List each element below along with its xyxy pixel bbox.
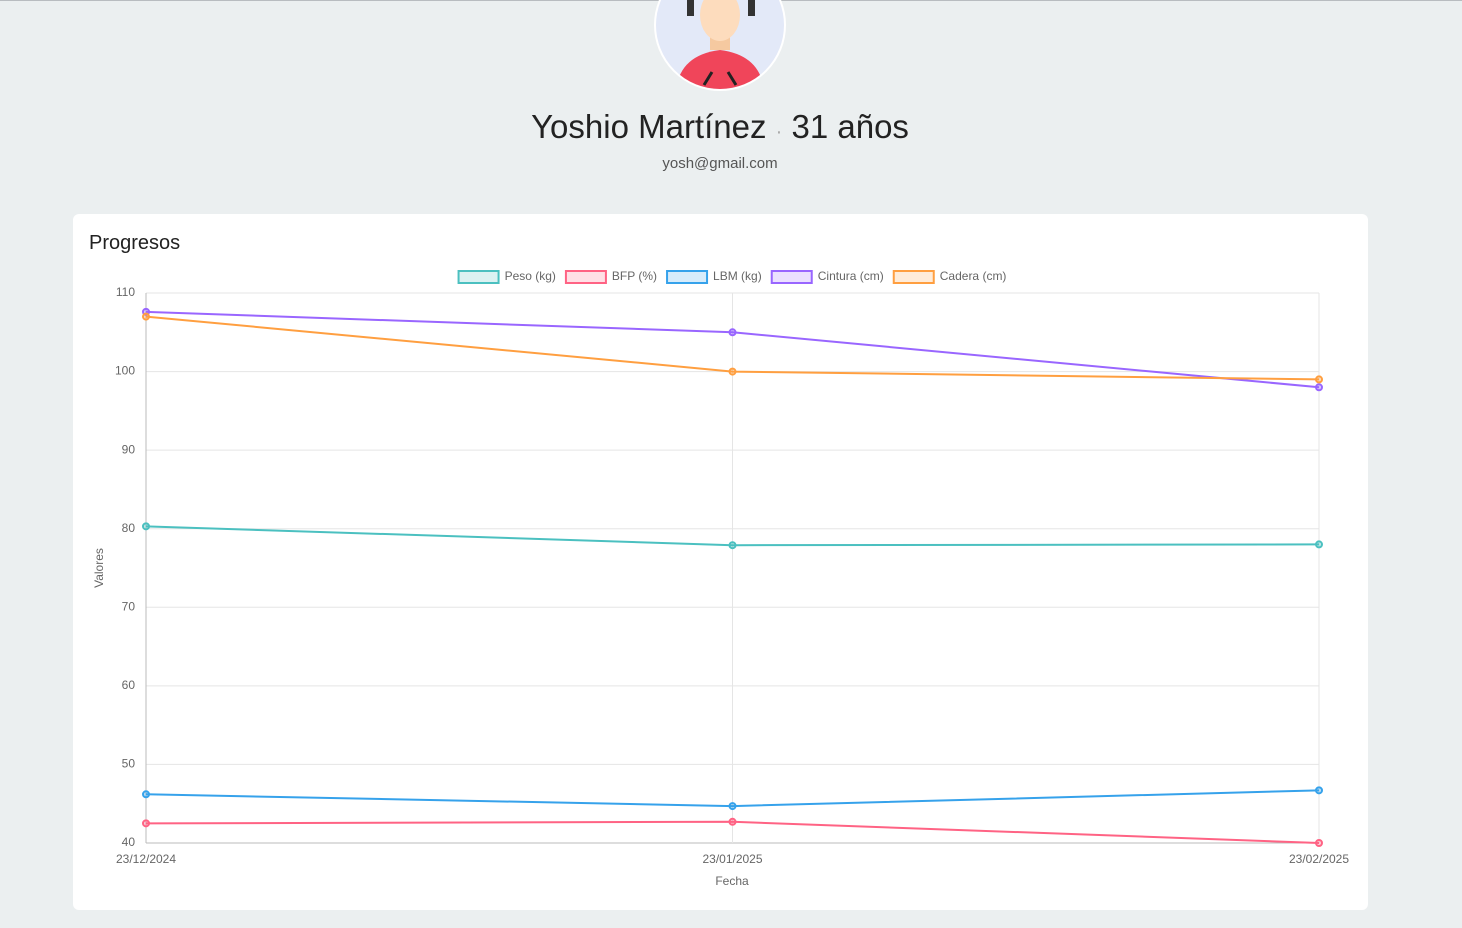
data-point	[728, 817, 737, 826]
legend-swatch	[564, 270, 607, 284]
data-point	[728, 328, 737, 337]
y-tick-label: 100	[115, 364, 135, 378]
x-tick-label: 23/12/2024	[116, 852, 176, 866]
x-tick-label: 23/01/2025	[702, 852, 762, 866]
series-line	[145, 315, 1320, 381]
data-point	[1315, 839, 1323, 847]
plot: 40 50 60 70 80 90 100 110 23/12/2024 23/01/2025 23…	[115, 269, 1349, 866]
card-title: Progresos	[89, 232, 180, 254]
series-line	[145, 789, 1320, 808]
data-point	[1315, 375, 1323, 384]
profile-age: 31 años	[792, 108, 909, 145]
legend-swatch	[892, 270, 935, 284]
data-point	[142, 312, 150, 321]
data-point	[1315, 383, 1323, 392]
legend-label: LBM (kg)	[713, 269, 762, 283]
y-axis-label: Valores	[92, 548, 106, 588]
y-tick-label: 80	[122, 521, 136, 535]
card	[73, 214, 1368, 910]
data-point	[728, 367, 737, 376]
data-point	[728, 802, 737, 811]
data-point	[142, 522, 150, 531]
y-tick-label: 90	[122, 442, 136, 456]
data-point	[142, 819, 150, 828]
y-tick-label: 50	[122, 757, 136, 771]
data-point	[1315, 540, 1323, 549]
y-tick-label: 70	[122, 599, 136, 613]
x-tick-label: 23/02/2025	[1289, 852, 1349, 866]
x-axis-label: Fecha	[715, 874, 749, 888]
avatar	[654, 0, 786, 91]
legend-swatch	[666, 270, 709, 284]
legend-label: Cintura (cm)	[818, 269, 884, 283]
profile-heading: Yoshio Martínez · 31 años	[531, 108, 909, 145]
y-tick-label: 40	[122, 835, 136, 849]
data-point	[142, 790, 150, 799]
legend-label: Peso (kg)	[505, 269, 556, 283]
legend-label: Cadera (cm)	[940, 269, 1007, 283]
profile-email: yosh@gmail.com	[662, 155, 777, 172]
y-tick-label: 110	[116, 285, 135, 299]
profile-name: Yoshio Martínez	[531, 108, 766, 145]
series-line	[145, 820, 1320, 844]
separator: ·	[776, 121, 783, 143]
data-point	[728, 541, 737, 550]
series-line	[145, 525, 1320, 547]
legend-swatch	[457, 270, 500, 284]
legend: Peso (kg) BFP (%) LBM (kg) Cintura (cm) Cade…	[457, 269, 1007, 284]
legend-swatch	[770, 270, 813, 284]
series-line	[145, 310, 1320, 389]
data-point	[1315, 786, 1323, 795]
legend-label: BFP (%)	[612, 269, 657, 283]
y-tick-label: 60	[122, 678, 136, 692]
